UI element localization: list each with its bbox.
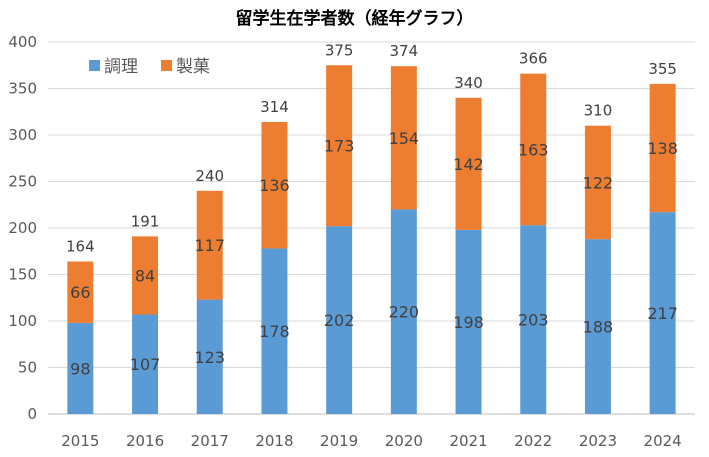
legend: 調理 製菓: [89, 57, 210, 77]
data-label-seika: 154: [389, 129, 420, 148]
bar-chouri-2024: [649, 212, 676, 414]
bar-chouri-2019: [326, 226, 353, 414]
total-label: 240: [195, 167, 224, 185]
legend-swatch-chouri: [89, 60, 100, 71]
total-label: 310: [584, 102, 613, 120]
bar-seika-2017: [196, 190, 223, 300]
bar-seika-2018: [261, 121, 288, 249]
data-label-chouri: 98: [70, 359, 90, 378]
y-tick-label: 0: [27, 405, 37, 423]
total-label: 191: [131, 212, 160, 230]
total-label: 314: [260, 98, 289, 116]
chart-title: 留学生在学者数（経年グラフ）: [235, 9, 474, 29]
bar-seika-2024: [649, 83, 676, 213]
y-tick-label: 400: [8, 33, 37, 51]
data-label-chouri: 217: [647, 304, 678, 323]
y-tick-label: 300: [8, 126, 37, 144]
bar-seika-2023: [584, 125, 611, 240]
legend-label-seika: 製菓: [176, 57, 210, 77]
data-label-chouri: 202: [324, 311, 355, 330]
x-tick-label: 2020: [385, 432, 423, 450]
bar-chouri-2020: [390, 209, 417, 414]
total-label: 375: [325, 41, 354, 59]
bar-seika-2021: [455, 97, 482, 230]
total-label: 164: [66, 237, 95, 255]
total-label: 374: [390, 42, 419, 60]
axis: 0 50 100 150 200 250 300 350 400 2015 2016 2017 2018…: [8, 33, 695, 450]
x-tick-label: 2019: [320, 432, 358, 450]
x-tick-label: 2023: [579, 432, 617, 450]
total-label: 340: [454, 74, 483, 92]
data-label-chouri: 188: [583, 318, 614, 337]
data-label-seika: 66: [70, 283, 90, 302]
x-tick-label: 2017: [191, 432, 229, 450]
x-tick-label: 2018: [255, 432, 293, 450]
data-label-chouri: 220: [389, 303, 420, 322]
bar-chouri-2018: [261, 248, 288, 414]
y-tick-label: 200: [8, 219, 37, 237]
x-tick-label: 2021: [449, 432, 487, 450]
bar-chouri-2017: [196, 299, 223, 414]
bar-chouri-2023: [584, 239, 611, 414]
data-label-chouri: 123: [194, 348, 225, 367]
bar-chouri-2015: [67, 322, 94, 414]
x-tick-label: 2015: [61, 432, 99, 450]
x-tick-label: 2022: [514, 432, 552, 450]
data-label-seika: 136: [259, 176, 290, 195]
bars: [67, 65, 676, 414]
total-label: 366: [519, 50, 548, 68]
data-label-chouri: 198: [453, 313, 484, 332]
data-labels: 98 66 164 107 84 191 123 117 240 178 136 314 202 173 3…: [66, 41, 678, 378]
x-tick-label: 2016: [126, 432, 164, 450]
y-tick-label: 350: [8, 80, 37, 98]
data-label-chouri: 178: [259, 322, 290, 341]
y-tick-label: 50: [18, 359, 37, 377]
data-label-seika: 138: [647, 139, 678, 158]
bar-chouri-2016: [132, 314, 159, 414]
y-tick-label: 250: [8, 173, 37, 191]
data-label-seika: 173: [324, 137, 355, 156]
total-label: 355: [648, 60, 677, 78]
y-tick-label: 100: [8, 312, 37, 330]
bar-chouri-2021: [455, 229, 482, 414]
data-label-seika: 117: [194, 236, 225, 255]
data-label-seika: 84: [135, 266, 155, 285]
legend-label-chouri: 調理: [104, 57, 138, 77]
bar-seika-2022: [520, 73, 547, 226]
data-label-chouri: 203: [518, 311, 549, 330]
legend-swatch-seika: [161, 60, 172, 71]
y-tick-label: 150: [8, 266, 37, 284]
x-tick-label: 2024: [644, 432, 682, 450]
data-label-seika: 142: [453, 155, 484, 174]
bar-seika-2016: [132, 236, 159, 315]
data-label-chouri: 107: [130, 355, 161, 374]
data-label-seika: 163: [518, 140, 549, 159]
bar-seika-2019: [326, 65, 353, 227]
bar-chouri-2022: [520, 225, 547, 414]
data-label-seika: 122: [583, 173, 614, 192]
bar-seika-2020: [390, 66, 417, 210]
bar-seika-2015: [67, 261, 94, 323]
